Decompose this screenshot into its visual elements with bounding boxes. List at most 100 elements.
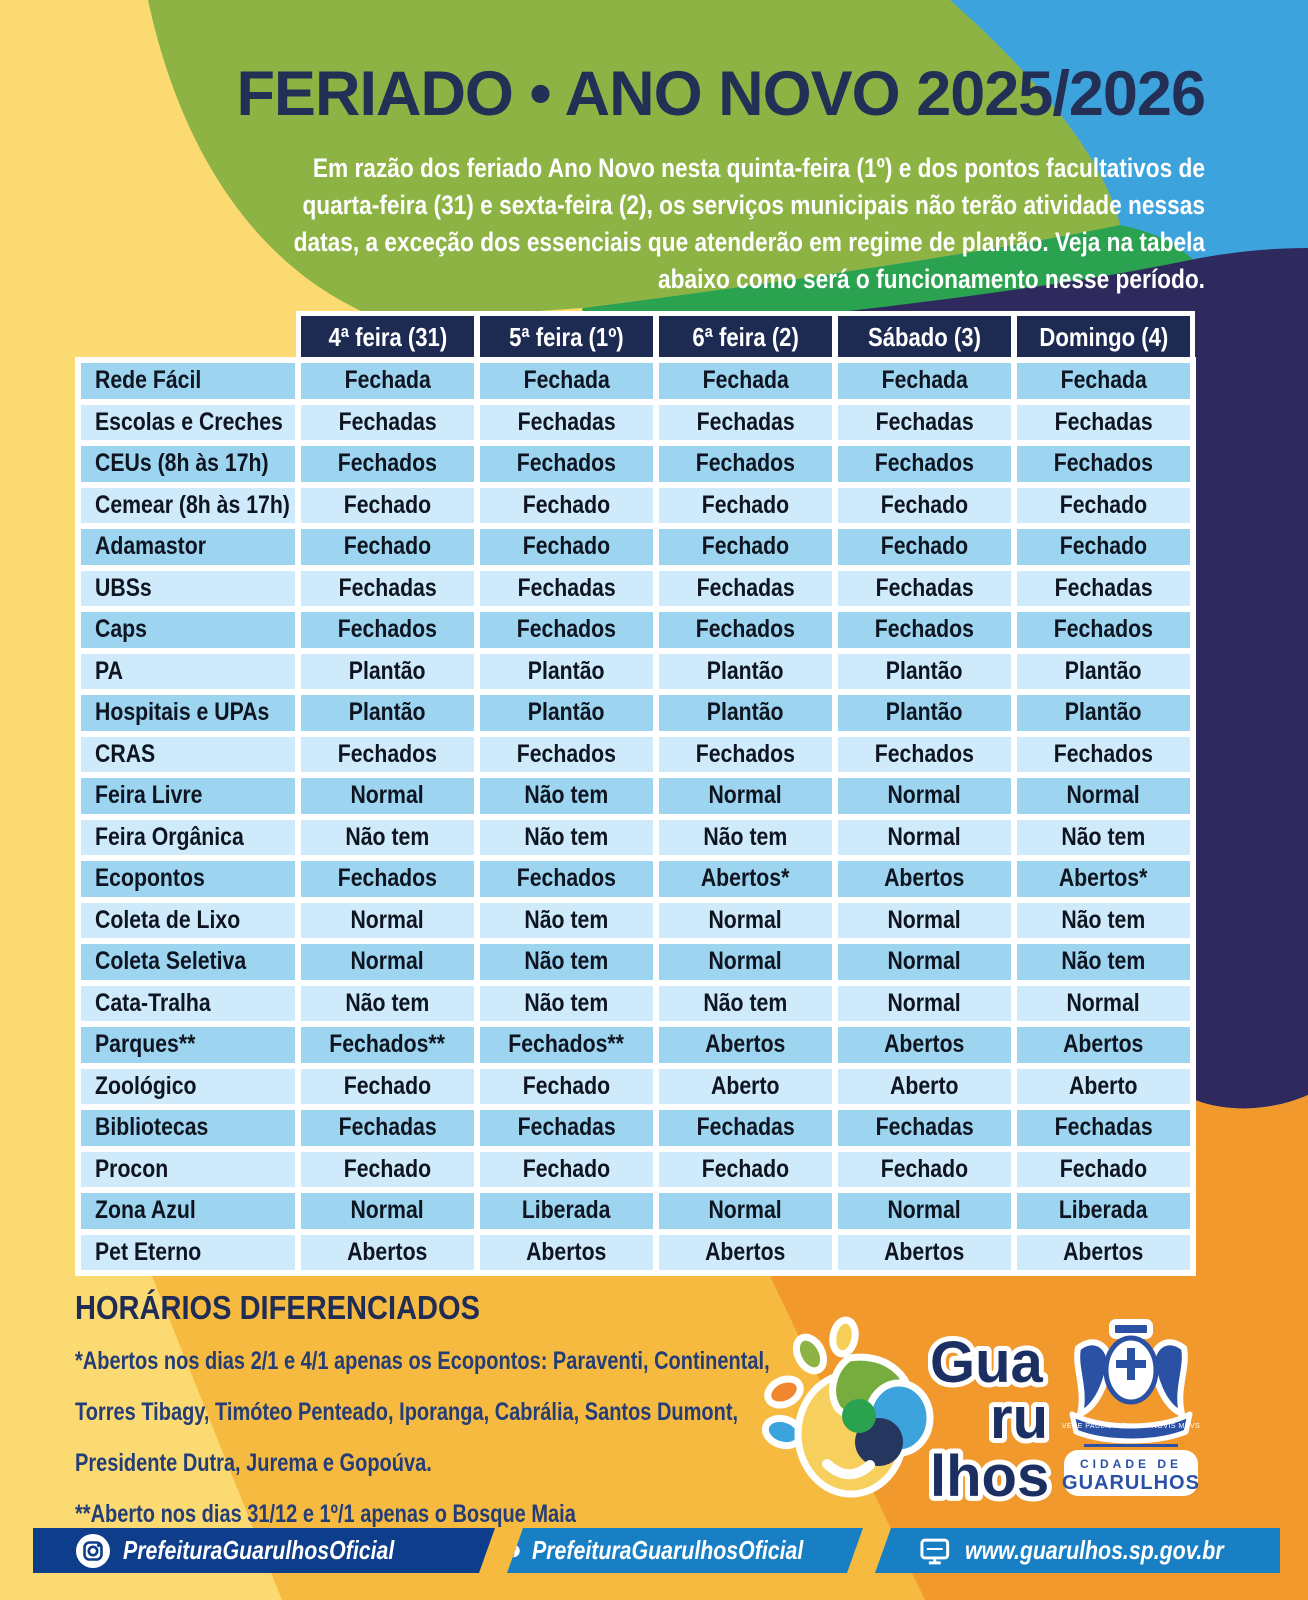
service-name-cell: Parques** [81, 1027, 295, 1063]
service-status: Fechadas [1054, 1113, 1153, 1142]
service-status: Normal [1066, 781, 1141, 810]
service-status: Fechada [702, 366, 789, 395]
service-status-cell: Normal [1017, 778, 1190, 814]
service-name: Zona Azul [95, 1196, 196, 1225]
service-status: Plantão [1065, 698, 1142, 727]
service-status: Liberada [522, 1196, 611, 1225]
service-status-cell: Fechado [301, 1151, 474, 1187]
service-status-cell: Fechados [838, 612, 1011, 648]
wordmark-line-1: Gua [930, 1330, 1044, 1395]
service-name-cell: PA [81, 653, 295, 689]
service-status-cell: Plantão [659, 653, 832, 689]
facebook-link[interactable]: f PrefeituraGuarulhosOficial [507, 1528, 863, 1573]
service-name: Caps [95, 615, 147, 644]
service-status: Não tem [524, 947, 609, 976]
service-status-cell: Fechado [480, 487, 653, 523]
service-name-cell: UBSs [81, 570, 295, 606]
service-status: Fechados [337, 739, 438, 768]
service-name: Pet Eterno [95, 1237, 202, 1266]
service-status-cell: Plantão [301, 653, 474, 689]
service-status: Fechadas [875, 1113, 974, 1142]
service-status: Fechados [337, 864, 438, 893]
service-status: Fechado [1059, 490, 1148, 519]
service-status: Fechadas [696, 1113, 795, 1142]
service-status: Fechadas [517, 573, 616, 602]
crest-bird-right [1149, 1339, 1188, 1417]
service-status: Fechado [880, 1154, 969, 1183]
service-status-cell: Abertos [1017, 1234, 1190, 1270]
service-status: Normal [350, 905, 425, 934]
service-status: Fechadas [1054, 407, 1153, 436]
instagram-link[interactable]: PrefeituraGuarulhosOficial [33, 1528, 495, 1573]
service-status: Não tem [1061, 822, 1146, 851]
service-status-cell: Fechadas [659, 404, 832, 440]
service-status-cell: Fechadas [659, 570, 832, 606]
service-status-cell: Plantão [301, 695, 474, 731]
service-status: Plantão [349, 698, 426, 727]
service-status-cell: Abertos [659, 1234, 832, 1270]
service-status: Fechado [880, 490, 969, 519]
service-name-cell: Feira Orgânica [81, 819, 295, 855]
service-status: Não tem [524, 988, 609, 1017]
service-status-cell: Abertos [838, 1234, 1011, 1270]
column-header-label: 6ª feira (2) [692, 322, 799, 352]
service-name-cell: Adamastor [81, 529, 295, 565]
service-status-cell: Fechados [659, 612, 832, 648]
service-status-cell: Normal [659, 944, 832, 980]
service-status-cell: Fechados [301, 736, 474, 772]
service-status-cell: Plantão [480, 653, 653, 689]
service-status: Abertos [705, 1030, 786, 1059]
service-status-cell: Abertos [838, 861, 1011, 897]
service-status-cell: Fechado [480, 529, 653, 565]
service-status-cell: Fechado [659, 487, 832, 523]
service-status-cell: Fechados [659, 446, 832, 482]
service-status: Abertos* [701, 864, 790, 893]
service-status: Não tem [524, 781, 609, 810]
service-status-cell: Fechados [480, 736, 653, 772]
service-status: Abertos [705, 1237, 786, 1266]
service-status-cell: Não tem [480, 778, 653, 814]
service-status-cell: Aberto [838, 1068, 1011, 1104]
service-status: Fechado [522, 1154, 611, 1183]
service-status: Fechados [516, 739, 617, 768]
service-status: Aberto [1069, 1071, 1138, 1100]
service-status: Normal [887, 947, 962, 976]
intro-paragraph: Em razão dos feriado Ano Novo nesta quin… [120, 150, 1205, 298]
service-status-cell: Abertos [1017, 1027, 1190, 1063]
guarulhos-wordmark: Gua ru lhos [928, 1326, 1054, 1514]
service-status-cell: Fechados [838, 446, 1011, 482]
service-status-cell: Fechado [659, 1151, 832, 1187]
service-status: Plantão [528, 656, 605, 685]
table-header: 4ª feira (31) 5ª feira (1º) 6ª feira (2)… [296, 311, 1195, 364]
service-status: Fechado [1059, 532, 1148, 561]
logo-petal-yellow [829, 1316, 859, 1358]
service-status: Fechadas [338, 407, 437, 436]
column-header: 5ª feira (1º) [480, 316, 653, 359]
service-name: Zoológico [95, 1071, 197, 1100]
service-status: Plantão [886, 656, 963, 685]
service-status: Fechado [1059, 1154, 1148, 1183]
service-status: Plantão [886, 698, 963, 727]
service-status-cell: Normal [659, 778, 832, 814]
footer-notes: *Abertos nos dias 2/1 e 4/1 apenas os Ec… [75, 1336, 943, 1540]
service-status-cell: Normal [301, 1193, 474, 1229]
olive-green-blob [148, 0, 1120, 316]
service-status-cell: Normal [838, 944, 1011, 980]
service-status: Abertos [884, 1030, 965, 1059]
website-link[interactable]: www.guarulhos.sp.gov.br [875, 1528, 1280, 1573]
service-status-cell: Fechada [659, 363, 832, 399]
service-name-cell: Zoológico [81, 1068, 295, 1104]
service-status-cell: Fechadas [838, 404, 1011, 440]
service-status: Fechado [701, 1154, 790, 1183]
service-status-cell: Não tem [480, 985, 653, 1021]
service-status-cell: Fechados** [480, 1027, 653, 1063]
service-status: Liberada [1059, 1196, 1148, 1225]
crest-motto: VERE PAULISTARVM SANGVIS MEVS [1062, 1423, 1201, 1430]
service-status: Fechados [337, 615, 438, 644]
service-status: Não tem [345, 822, 430, 851]
instagram-handle: PrefeituraGuarulhosOficial [122, 1535, 394, 1565]
service-status-cell: Não tem [301, 819, 474, 855]
service-status: Normal [350, 781, 425, 810]
service-status-cell: Abertos [480, 1234, 653, 1270]
service-status-cell: Fechadas [838, 570, 1011, 606]
